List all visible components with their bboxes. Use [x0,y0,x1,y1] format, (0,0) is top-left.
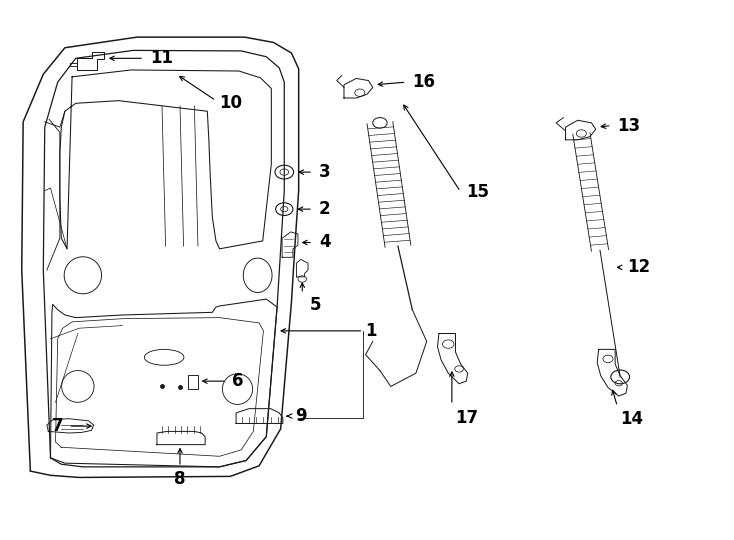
Text: 2: 2 [319,200,330,218]
Text: 15: 15 [466,183,490,201]
Text: 9: 9 [295,407,307,425]
Text: 14: 14 [620,410,643,428]
Text: 6: 6 [233,372,244,390]
Text: 7: 7 [52,417,63,435]
Text: 8: 8 [174,470,186,488]
Text: 11: 11 [150,49,172,68]
Text: 4: 4 [319,233,330,252]
Text: 13: 13 [617,117,641,134]
Text: 5: 5 [310,296,321,314]
Text: 1: 1 [366,322,377,340]
Text: 10: 10 [219,94,242,112]
Text: 3: 3 [319,163,330,181]
Text: 17: 17 [456,409,479,427]
Text: 12: 12 [628,258,650,276]
Text: 16: 16 [413,73,435,91]
Bar [188,375,198,389]
